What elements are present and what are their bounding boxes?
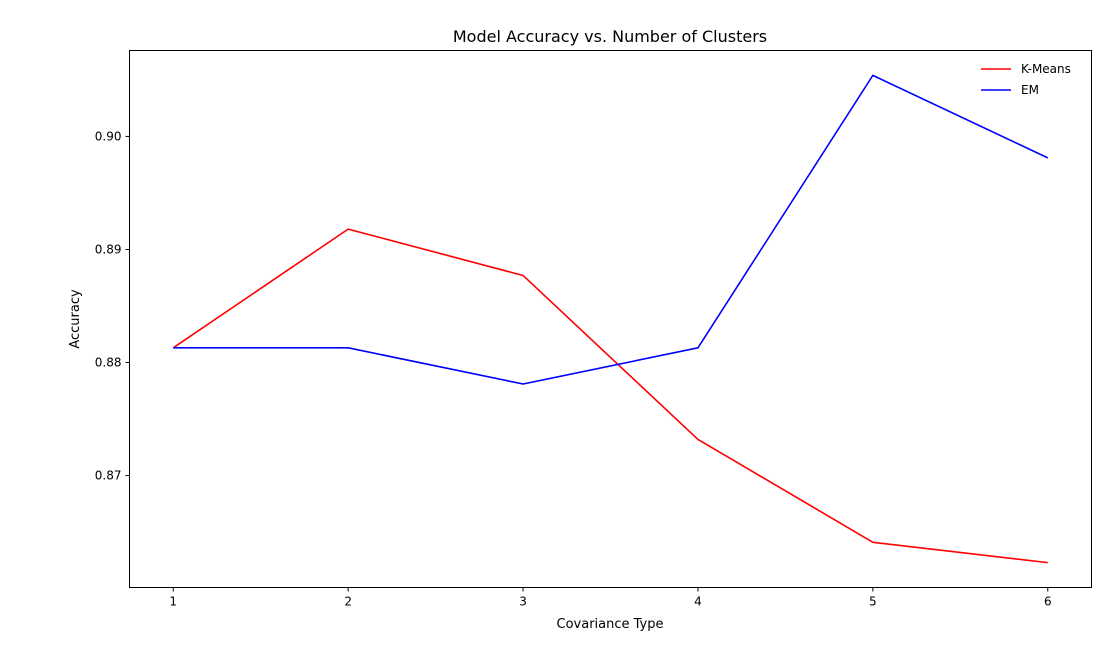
- x-tick-label: 4: [694, 595, 702, 609]
- x-axis: 1 2 3 4 5 6: [169, 587, 1052, 609]
- x-tick-label: 5: [869, 595, 877, 609]
- series-line-k-means: [172, 228, 1048, 564]
- series-lines: [172, 74, 1049, 564]
- legend-label: K-Means: [1021, 62, 1071, 76]
- y-axis: 0.87 0.88 0.89 0.90: [95, 129, 130, 483]
- chart-title: Model Accuracy vs. Number of Clusters: [453, 27, 767, 46]
- x-tick-label: 1: [169, 595, 177, 609]
- y-tick-label: 0.89: [95, 242, 122, 256]
- x-tick-label: 6: [1044, 595, 1052, 609]
- series-line-em: [173, 74, 1049, 385]
- y-tick-label: 0.90: [95, 129, 122, 143]
- x-tick-label: 2: [344, 595, 352, 609]
- x-axis-label: Covariance Type: [557, 617, 664, 632]
- x-tick-label: 3: [519, 595, 527, 609]
- y-tick-label: 0.88: [95, 356, 122, 370]
- legend: K-Means EM: [981, 62, 1071, 97]
- plot-area-frame: [129, 50, 1092, 588]
- y-tick-label: 0.87: [95, 469, 122, 483]
- y-axis-label: Accuracy: [68, 289, 83, 349]
- legend-label: EM: [1021, 83, 1039, 97]
